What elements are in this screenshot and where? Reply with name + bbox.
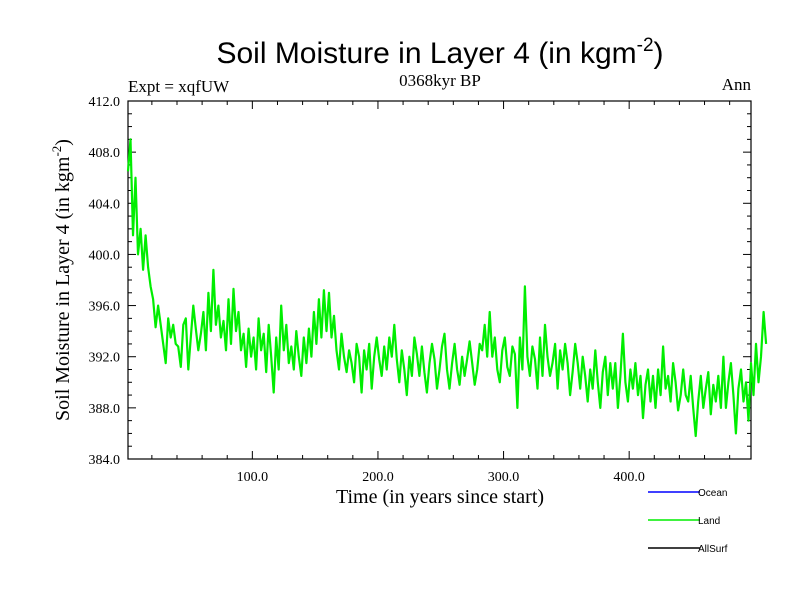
series-layer bbox=[126, 138, 768, 438]
x-axis-label: Time (in years since start) bbox=[336, 486, 544, 508]
axis-ticks: 384.0 388.0 392.0 396.0 400.0 404.0 408.0 412.0… bbox=[89, 95, 751, 485]
x-tick-label: 200.0 bbox=[362, 470, 394, 485]
legend: Ocean Land AllSurf bbox=[648, 488, 728, 555]
series-line-land bbox=[126, 138, 768, 438]
y-tick-label: 392.0 bbox=[89, 351, 121, 366]
subtitle-right: Ann bbox=[722, 75, 752, 94]
x-tick-label: 100.0 bbox=[237, 470, 269, 485]
plot-frame bbox=[127, 100, 752, 460]
legend-label-land: Land bbox=[698, 516, 720, 527]
legend-label-ocean: Ocean bbox=[698, 488, 727, 499]
y-tick-label: 396.0 bbox=[89, 300, 121, 315]
y-tick-label: 384.0 bbox=[89, 453, 121, 468]
y-tick-label: 404.0 bbox=[89, 197, 121, 212]
subtitle-center: 0368kyr BP bbox=[399, 71, 481, 90]
y-axis-label: Soil Moisture in Layer 4 (in kgm-2) bbox=[49, 139, 74, 421]
subtitle-left: Expt = xqfUW bbox=[128, 77, 230, 96]
legend-label-allsurf: AllSurf bbox=[698, 544, 728, 555]
x-tick-label: 400.0 bbox=[613, 470, 645, 485]
chart-title: Soil Moisture in Layer 4 (in kgm-2) bbox=[216, 35, 663, 70]
y-tick-label: 408.0 bbox=[89, 146, 121, 161]
y-tick-label: 412.0 bbox=[89, 95, 121, 110]
y-tick-label: 400.0 bbox=[89, 248, 121, 263]
plot-area: 384.0 388.0 392.0 396.0 400.0 404.0 408.0 412.0… bbox=[89, 95, 768, 485]
y-tick-label: 388.0 bbox=[89, 402, 121, 417]
x-tick-label: 300.0 bbox=[488, 470, 520, 485]
